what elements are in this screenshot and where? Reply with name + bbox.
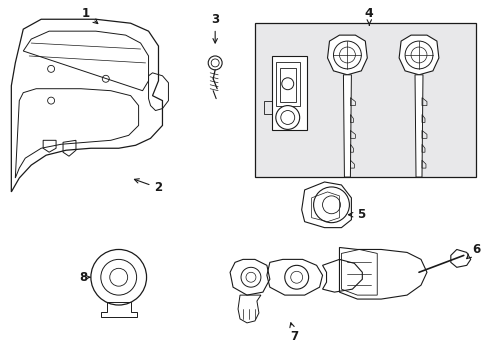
Polygon shape	[414, 75, 422, 177]
FancyBboxPatch shape	[254, 23, 475, 177]
Text: 4: 4	[364, 7, 373, 25]
Polygon shape	[398, 35, 438, 75]
Text: 5: 5	[348, 208, 365, 221]
Polygon shape	[343, 75, 351, 177]
Text: 2: 2	[134, 179, 162, 194]
Text: 3: 3	[211, 13, 219, 43]
Circle shape	[275, 105, 299, 129]
Text: 6: 6	[466, 243, 480, 258]
Polygon shape	[327, 35, 366, 75]
Text: 8: 8	[79, 271, 90, 284]
Text: 1: 1	[81, 7, 98, 23]
Polygon shape	[271, 56, 306, 130]
Text: 7: 7	[289, 323, 298, 343]
